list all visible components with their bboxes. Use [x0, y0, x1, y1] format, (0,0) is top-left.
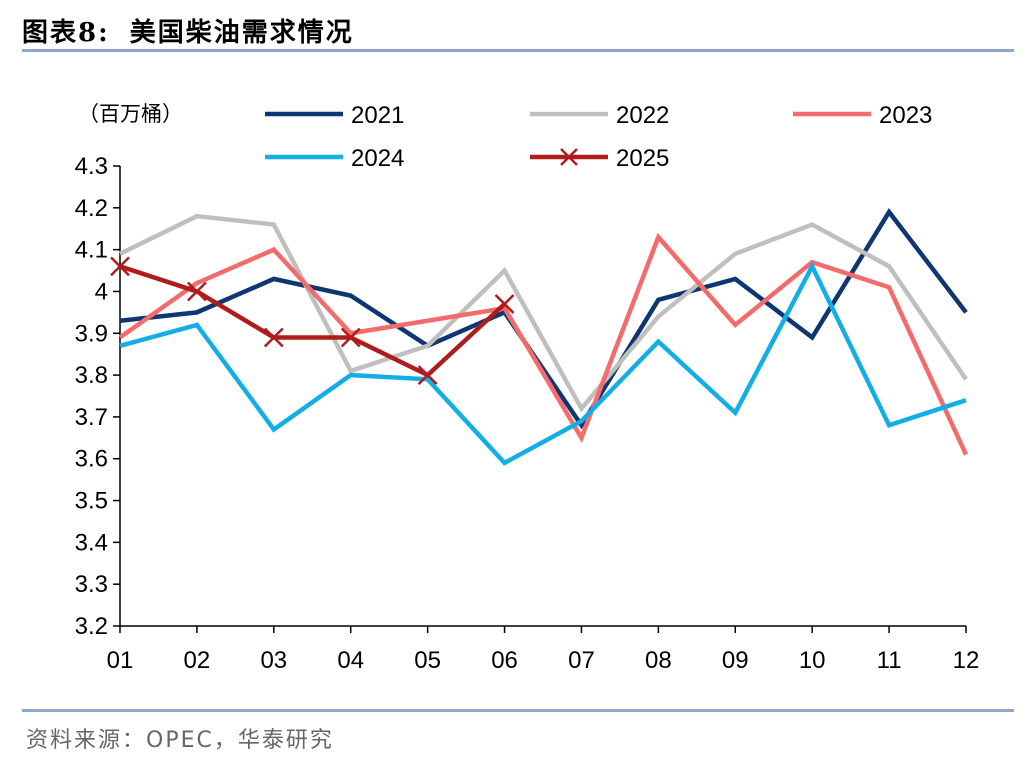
y-tick-label: 3.4 — [75, 529, 108, 556]
x-tick-label: 12 — [953, 647, 980, 674]
legend-item-2025: 2025 — [530, 145, 669, 172]
series-line-2022 — [119, 213, 968, 413]
y-tick-label: 3.6 — [75, 446, 108, 473]
y-tick-label: 4.1 — [75, 237, 108, 264]
y-tick-label: 4.3 — [75, 153, 108, 180]
series-line-2023 — [118, 232, 969, 456]
x-tick-label: 11 — [877, 647, 902, 674]
x-tick-label: 03 — [260, 647, 287, 674]
x-tick-label: 02 — [184, 647, 211, 674]
y-tick-label: 3.8 — [75, 362, 108, 389]
legend-label: 2023 — [879, 102, 932, 129]
figure-number: 图表8: — [22, 18, 110, 48]
y-tick-label: 3.2 — [75, 613, 108, 640]
series-line-2024 — [119, 261, 967, 466]
legend-marker-icon — [560, 148, 578, 166]
data-point-2025 — [263, 327, 284, 348]
legend-item-2021: 2021 — [265, 102, 404, 129]
y-tick-label: 3.5 — [75, 488, 108, 515]
legend-item-2023: 2023 — [793, 102, 932, 129]
legend-label: 2021 — [351, 102, 404, 129]
figure-title: 图表8: 美国柴油需求情况 — [22, 12, 354, 49]
y-tick-label: 3.7 — [75, 404, 108, 431]
x-tick-label: 09 — [722, 647, 749, 674]
legend-label: 2024 — [351, 145, 404, 172]
legend-label: 2022 — [616, 102, 669, 129]
data-point-2025 — [340, 327, 361, 348]
series-line-2025 — [119, 264, 507, 378]
x-tick-label: 05 — [414, 647, 441, 674]
data-point-2025 — [187, 281, 207, 302]
title-divider — [22, 49, 1014, 52]
x-tick-label: 08 — [645, 647, 672, 674]
y-tick-label: 4 — [95, 278, 108, 305]
y-tick-label: 3.9 — [75, 320, 108, 347]
x-tick-label: 07 — [568, 647, 595, 674]
data-point-2025 — [110, 256, 130, 277]
chart-axes: 3.2 3.3 3.4 3.5 3.6 3.7 3.8 3.9 4 4.1 4.2 4.3 01 02 03… — [75, 153, 980, 674]
y-tick-label: 4.2 — [75, 195, 108, 222]
y-tick-label: 3.3 — [75, 571, 108, 598]
data-point-2025 — [417, 365, 438, 385]
figure-title-text: 美国柴油需求情况 — [129, 18, 354, 48]
legend-label: 2025 — [616, 145, 669, 172]
x-tick-label: 10 — [799, 647, 826, 674]
y-axis-unit-label: （百万桶） — [78, 102, 183, 126]
legend-item-2024: 2024 — [265, 145, 404, 172]
source-note: 资料来源：OPEC，华泰研究 — [26, 728, 334, 753]
series-layer — [110, 208, 969, 466]
line-chart: 3.2 3.3 3.4 3.5 3.6 3.7 3.8 3.9 4 4.1 4.2 4.3 01 02 03… — [75, 102, 980, 674]
x-tick-label: 01 — [107, 647, 134, 674]
legend-item-2022: 2022 — [530, 102, 669, 129]
x-tick-label: 04 — [337, 647, 364, 674]
source-divider — [22, 709, 1014, 712]
x-tick-label: 06 — [491, 647, 518, 674]
data-point-2025 — [494, 294, 515, 314]
chart-legend: 2021 2022 2023 2024 2025 — [265, 102, 932, 172]
